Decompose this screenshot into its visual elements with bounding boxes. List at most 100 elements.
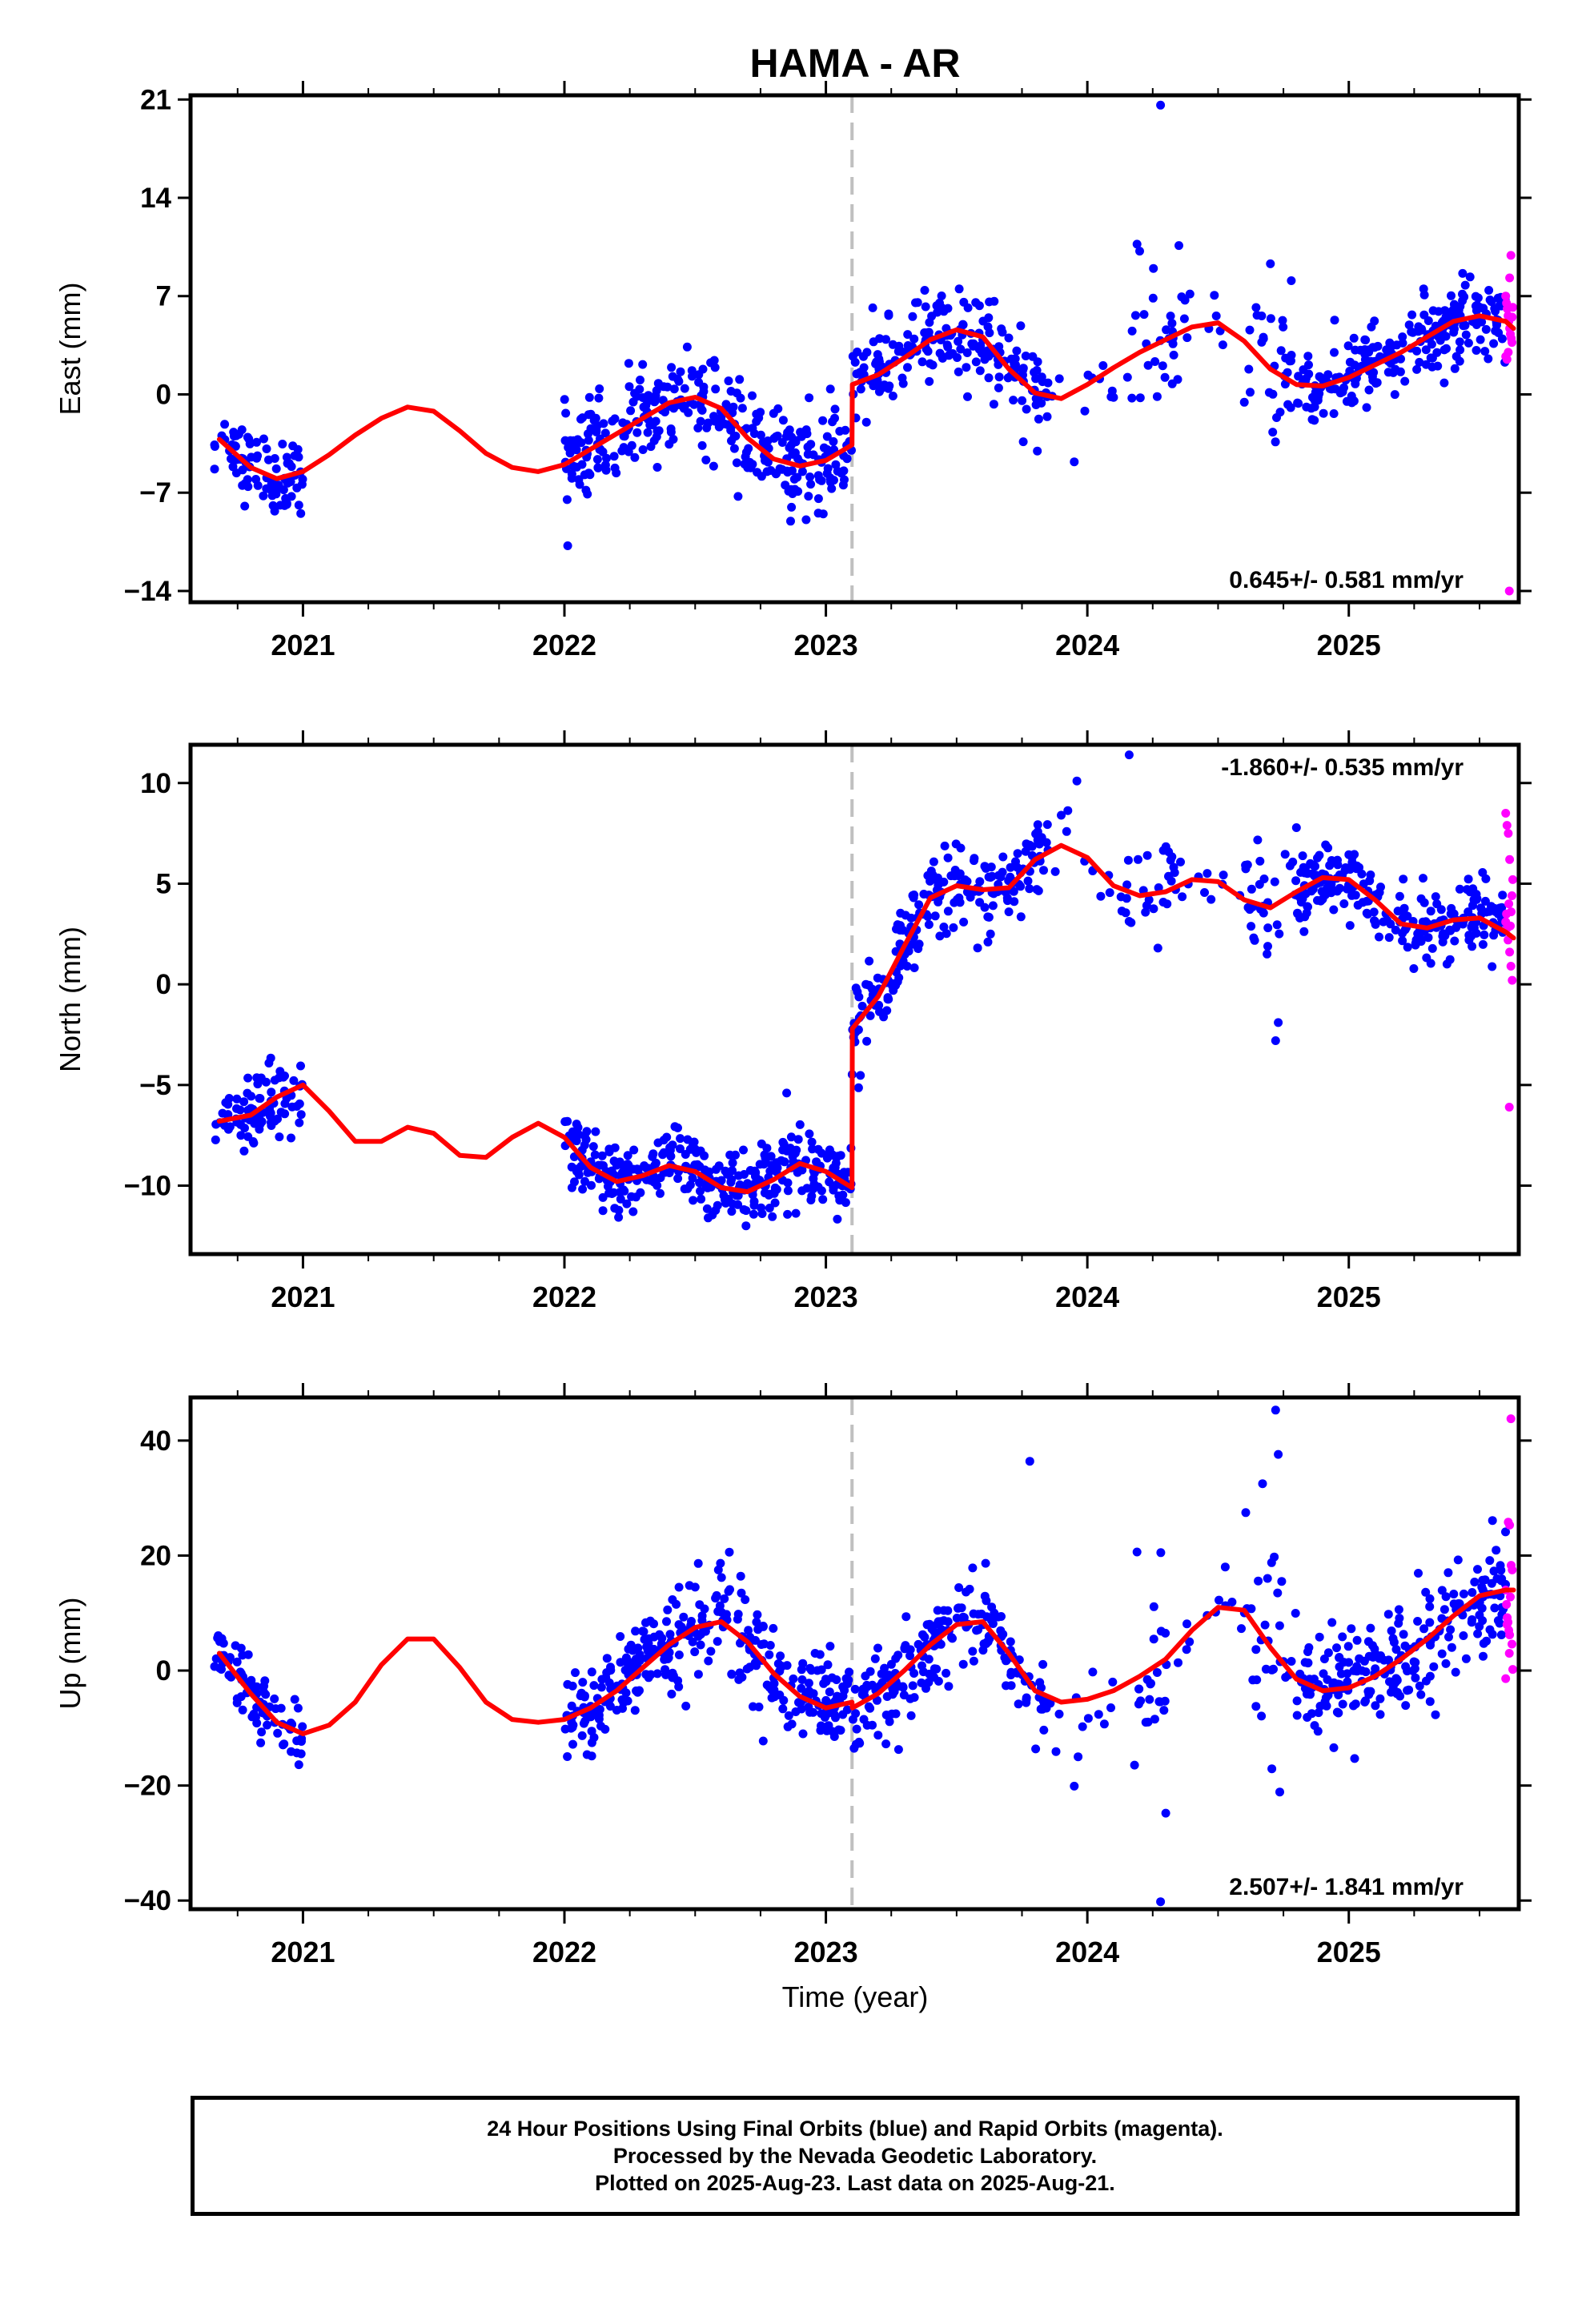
- final-point: [870, 1654, 880, 1663]
- final-point: [984, 373, 994, 383]
- final-point: [700, 1151, 709, 1160]
- final-point: [240, 501, 250, 511]
- final-point: [587, 1667, 596, 1677]
- final-point: [975, 366, 985, 376]
- final-point: [1258, 1479, 1267, 1489]
- final-point: [674, 1682, 684, 1691]
- final-point: [809, 450, 818, 460]
- final-point: [1002, 1681, 1010, 1691]
- final-point: [782, 1088, 792, 1098]
- final-point: [1143, 360, 1153, 370]
- final-point: [1464, 875, 1473, 884]
- final-point: [610, 414, 620, 424]
- final-point: [688, 1173, 697, 1183]
- final-point: [959, 917, 969, 927]
- final-point: [1345, 357, 1355, 367]
- final-point: [743, 1179, 753, 1188]
- final-point: [791, 1208, 801, 1218]
- final-point: [1488, 1516, 1497, 1526]
- final-point: [643, 1647, 652, 1655]
- final-point: [616, 1194, 625, 1204]
- final-point: [1122, 894, 1131, 903]
- final-point: [958, 1659, 968, 1669]
- final-point: [1329, 409, 1339, 418]
- final-point: [1012, 346, 1022, 356]
- final-point: [259, 434, 268, 444]
- final-point: [1247, 884, 1256, 894]
- final-point: [662, 1132, 672, 1142]
- final-point: [638, 445, 648, 454]
- final-point: [825, 1687, 834, 1697]
- final-point: [969, 1609, 978, 1618]
- final-point: [1414, 1569, 1423, 1578]
- final-point: [1329, 1678, 1339, 1687]
- final-point: [1180, 296, 1190, 305]
- final-point: [1403, 1686, 1412, 1695]
- final-point: [791, 437, 801, 447]
- final-point: [594, 1715, 604, 1724]
- final-point: [1109, 392, 1118, 402]
- final-point: [841, 1198, 850, 1208]
- final-point: [683, 1135, 693, 1144]
- final-point: [1472, 320, 1481, 329]
- final-point: [963, 303, 973, 312]
- final-point: [859, 363, 869, 372]
- final-point: [667, 363, 677, 372]
- final-point: [797, 1704, 806, 1714]
- final-point: [1152, 392, 1162, 401]
- final-point: [1174, 1658, 1182, 1667]
- final-point: [1429, 1662, 1439, 1671]
- final-point: [807, 1137, 817, 1147]
- final-point: [560, 395, 569, 404]
- final-point: [1419, 874, 1427, 883]
- final-point: [1263, 942, 1272, 951]
- final-point: [236, 1131, 246, 1140]
- final-point: [943, 1606, 953, 1615]
- final-point: [621, 1688, 631, 1698]
- final-point: [271, 464, 281, 473]
- final-point: [806, 480, 816, 489]
- final-point: [1447, 291, 1456, 300]
- final-point: [1161, 1628, 1170, 1638]
- final-point: [1009, 396, 1018, 405]
- final-point: [1447, 1642, 1456, 1652]
- final-point: [668, 1140, 677, 1150]
- final-point: [818, 416, 828, 425]
- final-point: [920, 286, 930, 295]
- rapid-point: [1505, 1630, 1515, 1639]
- final-point: [1496, 1561, 1505, 1570]
- final-point: [1359, 1656, 1369, 1666]
- final-point: [1441, 1592, 1451, 1602]
- final-point: [592, 455, 602, 464]
- x-tick-label: 2023: [794, 629, 858, 661]
- final-point: [954, 367, 963, 376]
- final-point: [797, 1675, 807, 1684]
- final-point: [1419, 310, 1429, 320]
- final-point: [872, 377, 881, 387]
- final-point: [1033, 357, 1042, 367]
- final-point: [732, 458, 741, 468]
- final-point: [674, 1651, 684, 1659]
- final-point: [786, 1132, 796, 1142]
- final-point: [1425, 1618, 1435, 1627]
- final-point: [758, 1622, 768, 1630]
- final-point: [1375, 932, 1383, 942]
- final-point: [940, 841, 950, 850]
- final-point: [572, 1120, 581, 1129]
- final-point: [697, 1611, 707, 1621]
- final-point: [906, 1711, 916, 1720]
- final-point: [649, 1632, 659, 1642]
- final-point: [793, 1135, 803, 1144]
- final-point: [749, 1200, 759, 1210]
- final-point: [822, 444, 832, 454]
- final-point: [1444, 1632, 1453, 1642]
- final-point: [1038, 1659, 1048, 1669]
- final-point: [972, 1626, 982, 1635]
- final-point: [635, 1650, 644, 1659]
- final-point: [1478, 939, 1488, 949]
- final-point: [658, 1150, 668, 1160]
- final-point: [880, 1663, 889, 1673]
- final-point: [697, 440, 707, 450]
- final-point: [1426, 959, 1435, 968]
- final-point: [567, 469, 576, 479]
